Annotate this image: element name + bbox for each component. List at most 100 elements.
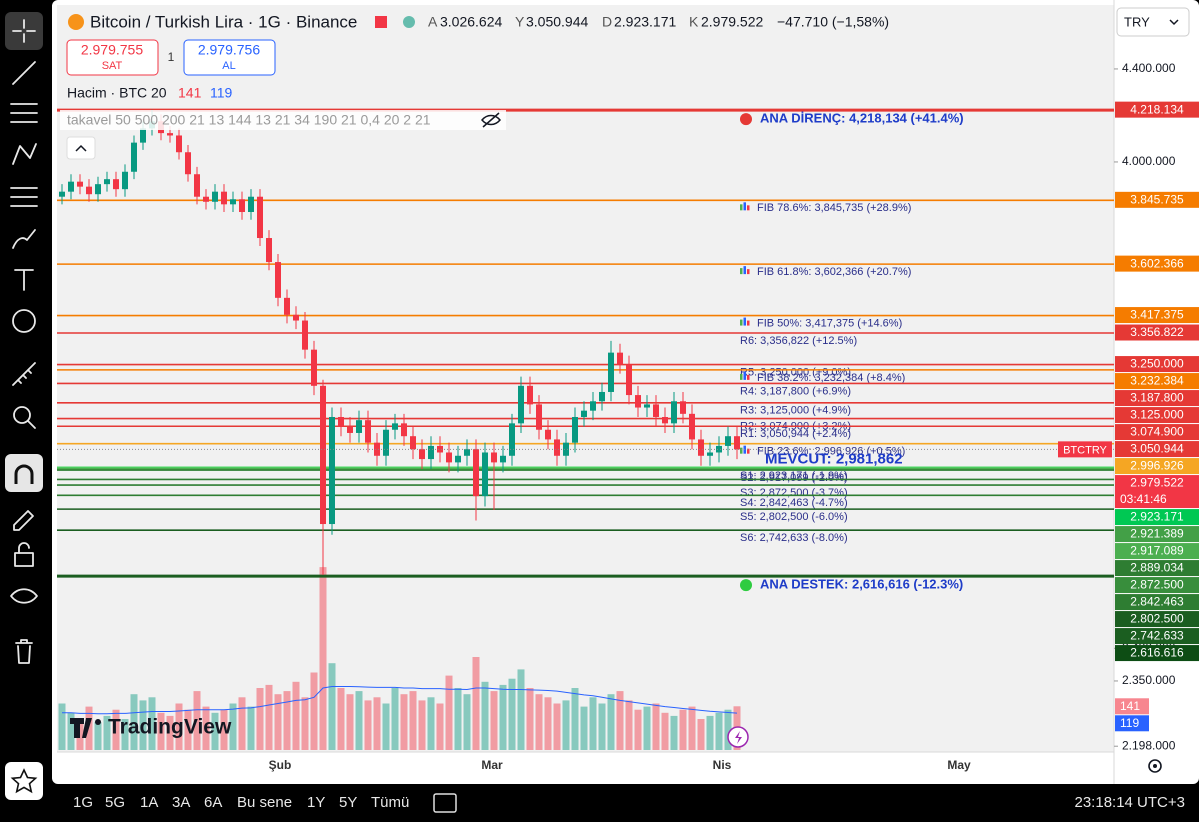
price-tag	[1115, 594, 1199, 611]
time-label: May	[947, 758, 971, 772]
volume-bar	[670, 715, 678, 750]
fib-icon[interactable]	[10, 187, 38, 207]
indicator-row	[60, 110, 506, 130]
candle-body	[203, 196, 209, 202]
level-label: R3: 3,125,000 (+4.9%)	[740, 405, 851, 417]
text-icon[interactable]	[14, 269, 34, 291]
volume-bar	[544, 697, 552, 750]
candle-body	[131, 142, 137, 172]
candle-body	[581, 410, 587, 417]
symbol-title: Bitcoin / Turkish Lira · 1G · Binance	[90, 12, 357, 31]
magnet-tool[interactable]	[5, 454, 43, 492]
candle-body	[491, 452, 497, 463]
level-label: S5: 2,802,500 (-6.0%)	[740, 511, 848, 523]
settings-icon[interactable]	[1148, 759, 1162, 773]
alert-bolt	[735, 731, 742, 744]
emoji-icon[interactable]	[12, 309, 36, 333]
symbol-logo	[68, 14, 84, 30]
candle-body	[635, 395, 641, 408]
y-tick-label: 4.000.000	[1122, 154, 1176, 168]
volume-bar	[67, 712, 75, 750]
volume-tag	[1115, 698, 1149, 715]
horizontal-lines-icon[interactable]	[10, 103, 38, 123]
volume-bar	[454, 688, 462, 750]
pencil-lock-icon[interactable]	[13, 510, 34, 531]
price-tag	[1115, 356, 1199, 373]
price-tag	[1115, 526, 1199, 543]
price-tag-text: 2.917.089	[1130, 544, 1184, 558]
collapse-button[interactable]	[66, 136, 96, 160]
range-button[interactable]: 6A	[204, 794, 222, 811]
candle-body	[572, 416, 578, 443]
buy-label: AL	[222, 60, 235, 72]
brand: TradingView	[70, 716, 232, 739]
range-button[interactable]: Bu sene	[237, 794, 292, 811]
brush-icon[interactable]	[12, 229, 36, 249]
zoom-icon[interactable]	[13, 406, 31, 424]
time-label: Mar	[481, 758, 503, 772]
currency-selector[interactable]	[1116, 7, 1190, 37]
volume-bar	[220, 709, 228, 750]
candle-body	[716, 445, 722, 453]
lock-icon[interactable]	[14, 552, 34, 567]
date-range-icon[interactable]	[433, 793, 457, 813]
magnet-icon	[14, 464, 34, 484]
range-button[interactable]: 1G	[73, 794, 93, 811]
volume-bar	[463, 694, 471, 750]
hide-icon[interactable]	[481, 112, 501, 128]
candle-body	[590, 401, 596, 411]
high-label: Y	[515, 14, 525, 30]
price-tag-text: 2.616.616	[1130, 646, 1184, 660]
volume-bar	[589, 697, 597, 750]
candle-body	[113, 179, 119, 190]
star-icon	[10, 768, 38, 794]
y-tick-label: 4.400.000	[1122, 61, 1176, 75]
price-tag	[1115, 475, 1199, 509]
candle-body	[482, 452, 488, 497]
volume-bar	[193, 691, 201, 750]
pattern-icon[interactable]	[12, 143, 37, 165]
watchlist-button[interactable]	[5, 762, 43, 800]
volume-bar	[706, 715, 714, 750]
candle-body	[689, 413, 695, 440]
sell-button[interactable]	[66, 39, 159, 76]
range-button[interactable]: 5G	[105, 794, 125, 811]
zoom-handle	[27, 420, 36, 429]
candle-body	[428, 445, 434, 460]
range-button[interactable]: 1A	[140, 794, 158, 811]
spread: 1	[168, 50, 175, 64]
volume-bar	[310, 672, 318, 750]
candle-body	[221, 191, 227, 205]
volume-bar	[202, 706, 210, 750]
volume-bar	[571, 688, 579, 750]
settings-dot	[1153, 764, 1157, 768]
volume-bar	[688, 706, 696, 750]
volume-bar	[409, 691, 417, 750]
volume-bar	[634, 709, 642, 750]
trash-icon[interactable]	[15, 639, 33, 664]
volume-bar	[247, 706, 255, 750]
time-label: Nis	[713, 758, 732, 772]
range-button[interactable]: Tümü	[371, 794, 409, 811]
level-label: FIB 23.6%: 2,996,926 (+0.5%)	[757, 446, 905, 458]
volume-bar	[400, 694, 408, 750]
ruler-icon[interactable]	[12, 362, 36, 386]
flag-icon[interactable]	[375, 16, 387, 28]
crosshair-tool[interactable]	[5, 12, 43, 50]
price-tag-text: 4.218.134	[1130, 102, 1184, 116]
volume-bar	[436, 703, 444, 750]
range-button[interactable]: 5Y	[339, 794, 357, 811]
change-value: −47.710 (−1,58%)	[777, 14, 889, 30]
range-button[interactable]: 1Y	[307, 794, 325, 811]
price-tag	[1115, 255, 1199, 272]
range-button[interactable]: 3A	[172, 794, 190, 811]
candle-body	[302, 320, 308, 350]
candle-body	[59, 191, 65, 197]
candle-body	[446, 452, 452, 463]
eye-icon[interactable]	[10, 588, 38, 604]
buy-button[interactable]	[183, 39, 276, 76]
candle-body	[536, 404, 542, 430]
trend-line-icon[interactable]	[12, 61, 36, 85]
buy-price: 2.979.756	[198, 42, 260, 58]
candle-body	[239, 199, 245, 213]
